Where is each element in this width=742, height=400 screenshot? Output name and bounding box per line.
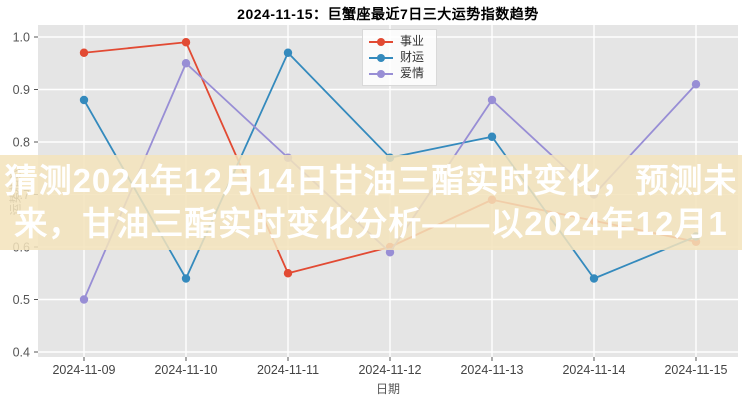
- svg-text:0.5: 0.5: [13, 293, 30, 307]
- chart-legend: 事业 财运 爱情: [362, 29, 438, 86]
- data-point: [181, 274, 191, 283]
- data-point: [181, 38, 191, 47]
- x-axis-label: 日期: [375, 382, 400, 396]
- legend-label: 财运: [400, 50, 425, 64]
- x-tick-labels: 2024-11-09 2024-11-10 2024-11-11 2024-11-12…: [52, 363, 727, 377]
- legend-label: 爱情: [400, 66, 425, 80]
- legend-line-marker-icon: [369, 72, 393, 75]
- overlay-text-line1: 猜测2024年12月14日甘油三酯实时变化，预测未: [4, 162, 738, 199]
- svg-text:0.4: 0.4: [13, 346, 30, 360]
- legend-item-0: 事业: [369, 34, 424, 49]
- data-point: [487, 95, 497, 105]
- svg-text:2024-11-09: 2024-11-09: [52, 363, 115, 377]
- data-point: [79, 48, 89, 57]
- svg-text:0.8: 0.8: [13, 136, 30, 150]
- svg-text:2024-11-14: 2024-11-14: [562, 363, 625, 377]
- legend-item-1: 财运: [369, 50, 424, 65]
- data-point: [283, 269, 293, 278]
- svg-text:2024-11-11: 2024-11-11: [257, 363, 319, 377]
- legend-label: 事业: [400, 34, 425, 48]
- svg-text:1.0: 1.0: [13, 31, 30, 45]
- svg-text:2024-11-13: 2024-11-13: [460, 363, 523, 377]
- data-point: [181, 59, 191, 68]
- overlay-text-line2: 来，甘油三酯实时变化分析——以2024年12月1: [14, 205, 728, 242]
- data-point: [79, 95, 89, 105]
- legend-item-2: 爱情: [369, 66, 424, 81]
- legend-line-marker-icon: [369, 56, 393, 59]
- svg-text:2024-11-10: 2024-11-10: [154, 363, 217, 377]
- data-point: [385, 248, 395, 257]
- data-point: [283, 48, 293, 57]
- legend-line-marker-icon: [369, 40, 393, 43]
- data-point: [487, 132, 497, 141]
- chart-title: 2024-11-15：巨蟹座最近7日三大运势指数趋势: [237, 6, 539, 22]
- data-point: [691, 80, 701, 89]
- data-point: [589, 274, 599, 283]
- svg-text:0.9: 0.9: [13, 83, 30, 97]
- axis-ticks: [34, 36, 697, 361]
- svg-text:2024-11-12: 2024-11-12: [358, 363, 421, 377]
- overlay-banner: 猜测2024年12月14日甘油三酯实时变化，预测未 来，甘油三酯实时变化分析——…: [0, 155, 742, 250]
- data-point: [79, 295, 89, 304]
- svg-text:2024-11-15: 2024-11-15: [664, 363, 727, 377]
